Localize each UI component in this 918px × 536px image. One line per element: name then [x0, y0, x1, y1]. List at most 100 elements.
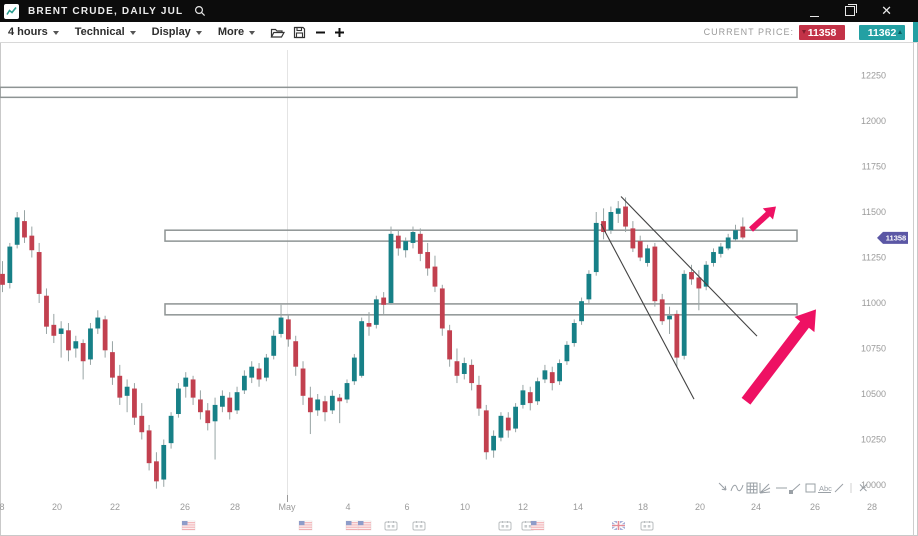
ask-price-value: 11362 [867, 26, 897, 39]
bid-price-value: 11358 [807, 26, 837, 39]
text-tool-icon[interactable]: Abc [818, 484, 832, 493]
restore-button[interactable] [845, 0, 858, 22]
candle-down [447, 330, 453, 360]
bid-price-badge: 11358 [799, 25, 845, 40]
current-price-label: CURRENT PRICE: [703, 27, 794, 37]
close-button[interactable]: ✕ [881, 3, 892, 18]
save-icon[interactable] [293, 26, 306, 39]
candle-down [549, 372, 555, 384]
candle-up [542, 370, 548, 380]
chart-toolbar: 4 hours Technical Display More CURRENT P… [0, 22, 918, 43]
chevron-down-icon [52, 30, 59, 35]
candle-up [491, 435, 497, 451]
price-axis-tick: 10000 [861, 480, 886, 490]
technical-dropdown[interactable]: Technical [75, 26, 136, 38]
minimize-button[interactable] [810, 0, 820, 22]
candle-up [579, 301, 584, 322]
delete-tool-icon[interactable] [859, 484, 867, 492]
trendline-annotation[interactable] [620, 196, 758, 337]
edge-accent-strip [913, 22, 918, 42]
gb-flag-icon[interactable] [611, 520, 626, 531]
grid-tool-icon[interactable] [746, 482, 758, 494]
candle-up [564, 344, 570, 362]
timeframe-dropdown[interactable]: 4 hours [8, 26, 59, 38]
display-dropdown-label: Display [151, 26, 191, 38]
date-axis-tick: 22 [110, 502, 120, 512]
candle-down [205, 410, 211, 424]
candle-down [66, 330, 71, 351]
fan-tool-icon[interactable] [759, 483, 771, 494]
price-axis-tick: 11500 [862, 207, 886, 217]
down-arrow-icon [802, 30, 806, 34]
candle-down [44, 295, 49, 327]
timeframe-dropdown-label: 4 hours [8, 26, 48, 38]
date-axis-tick: 26 [180, 502, 190, 512]
open-folder-icon[interactable] [270, 26, 286, 39]
candle-down [527, 392, 533, 404]
candle-down [139, 415, 145, 433]
candle-down [483, 410, 489, 453]
price-axis-tick: 12000 [861, 116, 886, 126]
us-flag-icon[interactable] [357, 520, 372, 531]
bullish-arrow-annotation[interactable] [749, 206, 776, 232]
date-axis-tick: 18 [638, 502, 648, 512]
candle-up [645, 248, 650, 263]
date-axis-tick: 8 [0, 502, 5, 512]
candle-down [102, 319, 108, 351]
candlestick-chart[interactable]: 12250 12000 11750 11500 11250 11000 10750 10500… [0, 42, 918, 536]
title-bar: BRENT CRUDE, DAILY JUL ✕ [0, 0, 918, 22]
trendline-annotation[interactable] [600, 223, 695, 400]
candle-up [703, 264, 709, 287]
candle-down [601, 221, 606, 233]
search-icon[interactable] [194, 5, 206, 17]
candle-up [95, 317, 101, 329]
candle-down [198, 399, 203, 413]
candle-up [667, 315, 672, 320]
curve-tool-icon[interactable] [730, 484, 744, 492]
candle-down [36, 252, 42, 294]
candle-up [520, 390, 526, 405]
candle-up [124, 386, 130, 396]
trendline-tool-icon[interactable] [789, 483, 801, 494]
price-zone-rectangle[interactable] [0, 86, 798, 99]
candle-down [469, 364, 475, 384]
candle-up [271, 335, 277, 356]
ray-tool-icon[interactable] [834, 483, 844, 493]
candle-up [176, 388, 181, 415]
ask-price-badge: 11362 [859, 25, 905, 40]
more-dropdown[interactable]: More [218, 26, 256, 38]
rectangle-tool-icon[interactable] [805, 483, 816, 493]
candle-down [740, 226, 746, 238]
current-price-tag-value: 11358 [886, 234, 906, 243]
zoom-out-icon[interactable] [315, 27, 326, 38]
us-flag-icon[interactable] [530, 520, 545, 531]
us-flag-icon[interactable] [345, 520, 360, 531]
candle-up [183, 377, 189, 387]
candle-up [513, 406, 518, 429]
candle-up [249, 366, 255, 378]
candle-down [154, 461, 159, 482]
calendar-icon[interactable] [640, 521, 654, 531]
us-flag-icon[interactable] [181, 520, 196, 531]
us-flag-icon[interactable] [298, 520, 313, 531]
cursor-tool-icon[interactable] [718, 482, 727, 491]
date-axis-tick: 20 [695, 502, 705, 512]
price-axis-tick: 11250 [862, 253, 886, 263]
candle-down [659, 299, 665, 322]
candle-down [300, 368, 306, 396]
price-zone-rectangle[interactable] [164, 303, 798, 316]
price-zone-rectangle[interactable] [164, 229, 798, 242]
candle-up [212, 404, 218, 422]
display-dropdown[interactable]: Display [152, 26, 202, 38]
chevron-down-icon [195, 30, 202, 35]
calendar-icon[interactable] [412, 521, 426, 531]
bullish-arrow-annotation[interactable] [741, 309, 816, 405]
calendar-icon[interactable] [498, 521, 512, 531]
zoom-in-icon[interactable] [334, 27, 345, 38]
candle-down [80, 343, 86, 362]
date-axis-tick: 12 [518, 502, 528, 512]
svg-text:Abc: Abc [819, 484, 832, 493]
candle-up [315, 399, 321, 411]
date-axis-tick: 20 [52, 502, 62, 512]
calendar-icon[interactable] [384, 521, 398, 531]
